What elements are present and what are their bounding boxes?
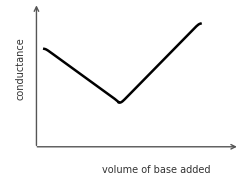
Text: conductance: conductance xyxy=(16,38,26,100)
Text: volume of base added: volume of base added xyxy=(102,165,210,175)
